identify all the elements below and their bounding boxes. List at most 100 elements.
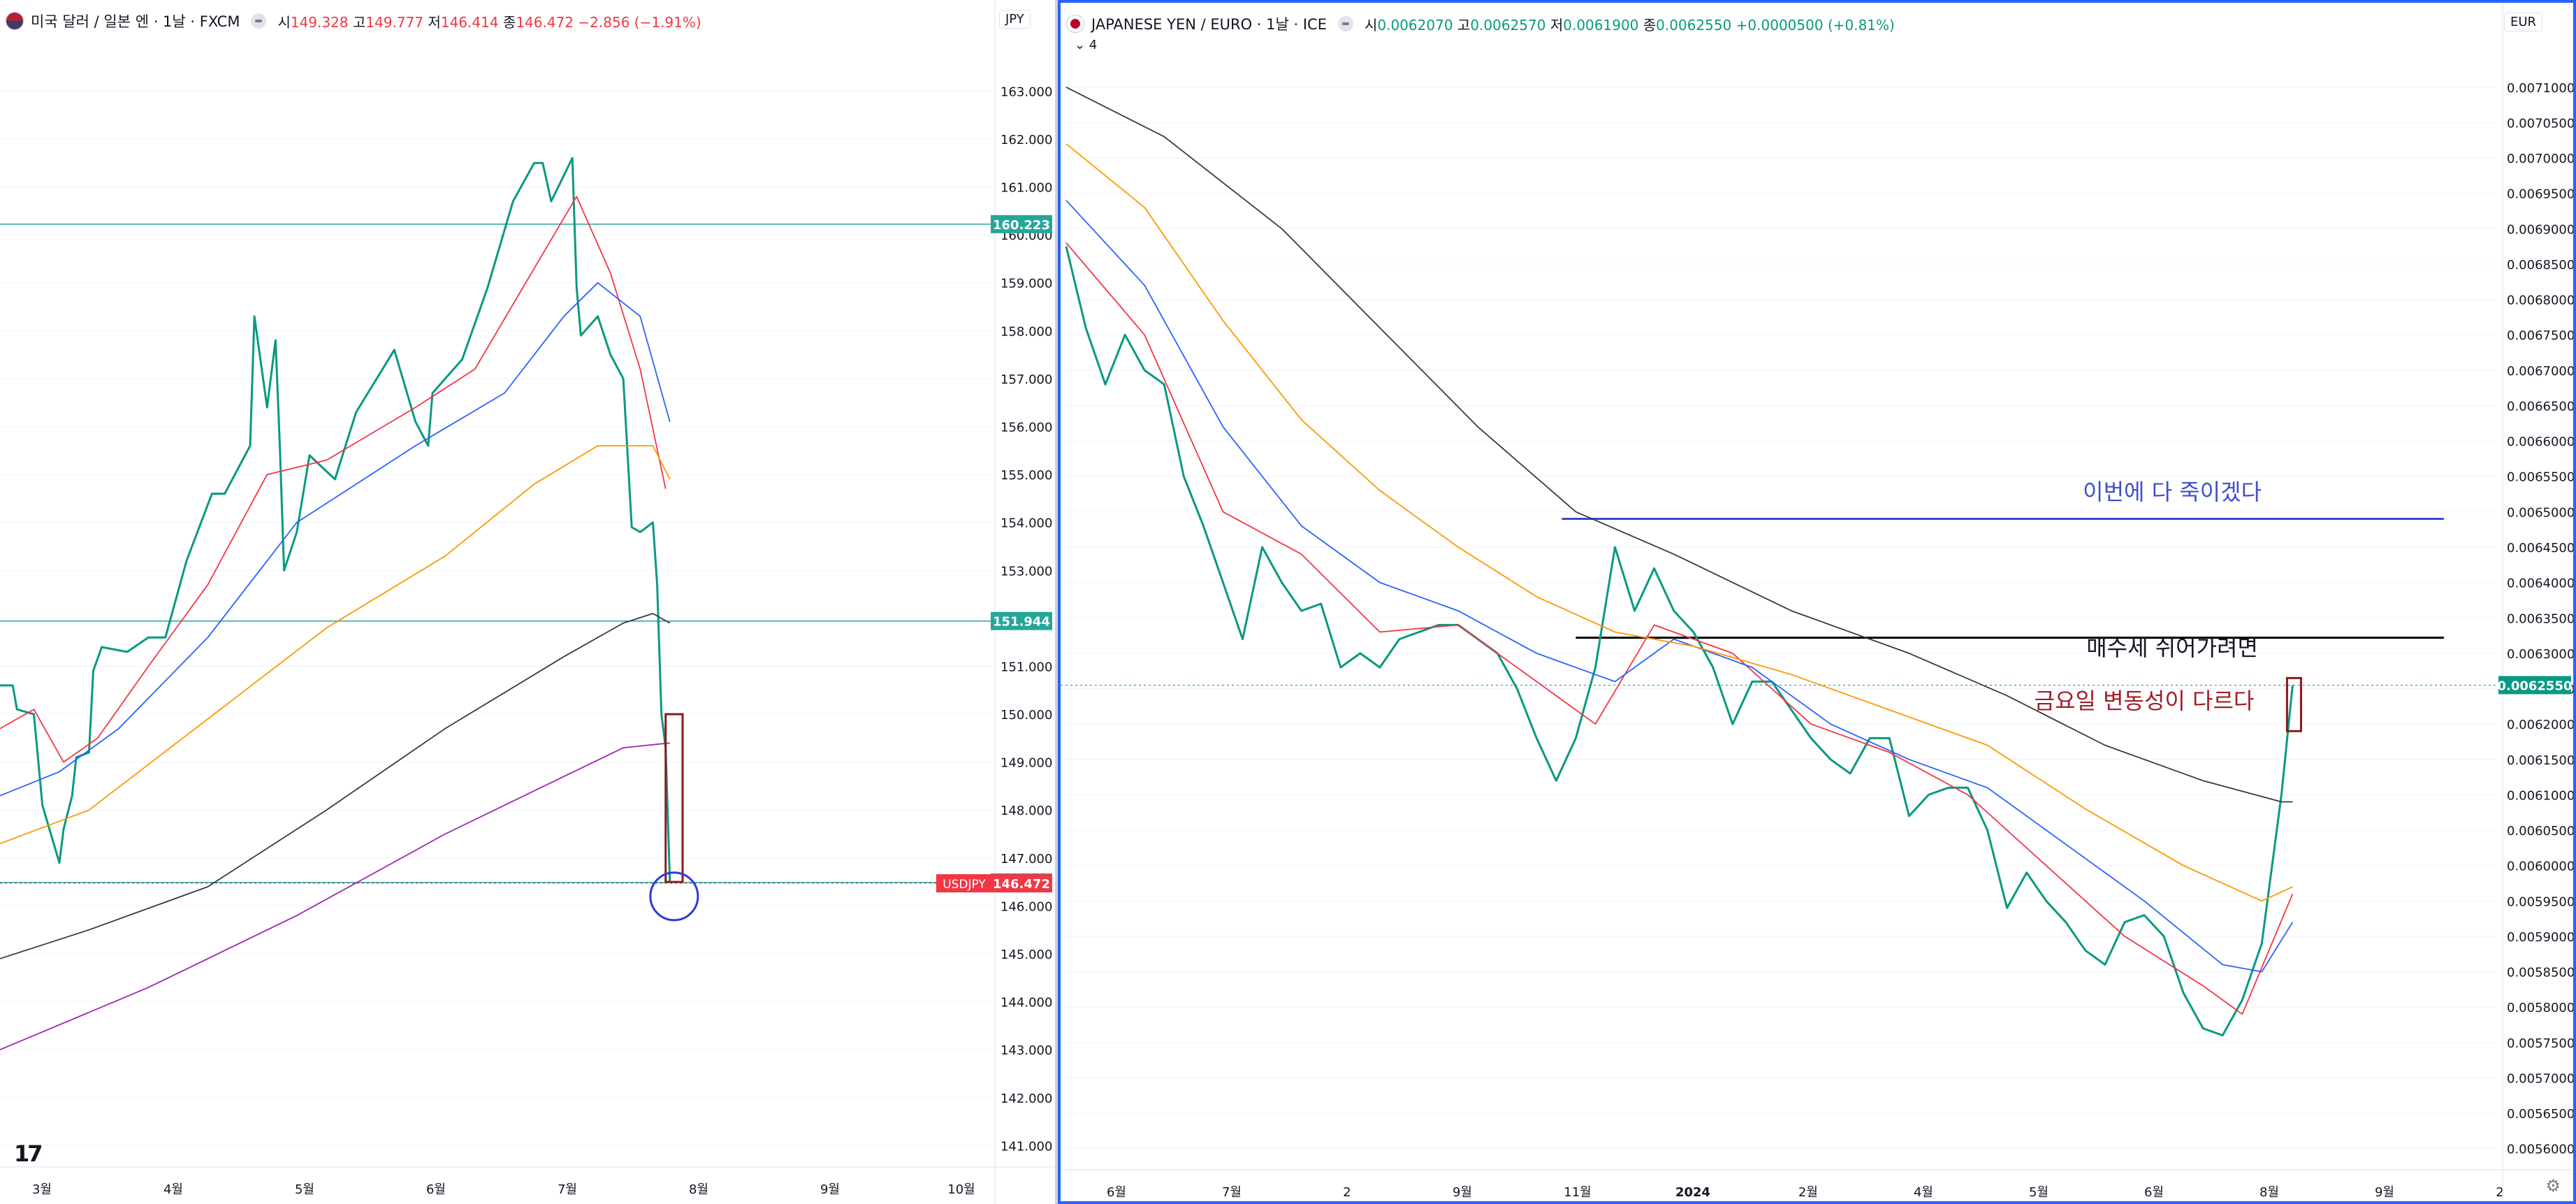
series-line-ma-red — [1065, 242, 2294, 1015]
time-tick-label: 9월 — [820, 1182, 840, 1197]
last-price-label: 0.0062550 — [2497, 679, 2572, 693]
price-tick-label: 0.0065000 — [2507, 505, 2573, 520]
series-line-ma-black — [0, 613, 671, 959]
price-tick-label: 0.0064000 — [2507, 576, 2573, 591]
right-change: +0.0000500 (+0.81%) — [1735, 16, 1895, 34]
price-tick-label: 0.0058500 — [2507, 966, 2573, 980]
series-line-ma-blue — [0, 282, 671, 797]
right-chart-header: JAPANESE YEN / EURO · 1날 · ICE 시0.006207… — [1066, 10, 1895, 38]
price-tick-label: 148.000 — [1000, 804, 1052, 818]
price-tick-label: 0.0063000 — [2507, 647, 2573, 662]
last-price-label: 146.472 — [993, 877, 1050, 892]
symbol-name-label: USDJPY — [943, 878, 986, 892]
time-tick-label: 11월 — [1564, 1185, 1591, 1200]
left-currency-label[interactable]: JPY — [999, 10, 1031, 29]
time-tick-label: 6월 — [1107, 1185, 1126, 1200]
price-tick-label: 0.0068000 — [2507, 293, 2573, 308]
price-tick-label: 153.000 — [1000, 564, 1052, 579]
time-tick-label: 10월 — [947, 1182, 975, 1197]
level-price-label: 151.944 — [993, 615, 1050, 630]
jpyeur-chart-canvas[interactable]: 0.0071000 0.0070500 0.0070000 0.0069500 0.00… — [1061, 3, 2573, 1201]
right-symbol-title[interactable]: JAPANESE YEN / EURO · 1날 · ICE — [1091, 16, 1327, 33]
price-tick-label: 0.0061000 — [2507, 788, 2573, 803]
chart-annotation-text: 매수세 쉬어가려면 — [2086, 634, 2258, 661]
price-tick-label: 145.000 — [1000, 948, 1052, 962]
time-tick-label: 7월 — [558, 1182, 577, 1197]
price-tick-label: 159.000 — [1000, 277, 1052, 291]
jp-flag-icon — [1066, 15, 1084, 33]
price-tick-label: 0.0067500 — [2507, 328, 2573, 343]
price-tick-label: 0.0062000 — [2507, 718, 2573, 732]
price-tick-label: 0.0058000 — [2507, 1001, 2573, 1015]
settings-gear-icon[interactable]: ⚙ — [2545, 1176, 2561, 1196]
time-tick-label: 9월 — [1453, 1185, 1472, 1200]
time-tick-label: 2 — [1343, 1185, 1351, 1200]
time-tick-label: 9월 — [2375, 1185, 2394, 1200]
chart-annotation-text: 금요일 변동성이 다르다 — [2035, 688, 2255, 714]
indicators-toggle[interactable]: ⌄ 4 — [1075, 38, 1098, 52]
time-tick-label: 2024 — [1675, 1185, 1710, 1200]
price-tick-label: 142.000 — [1000, 1091, 1052, 1106]
price-tick-label: 158.000 — [1000, 324, 1052, 339]
price-tick-label: 0.0066000 — [2507, 435, 2573, 449]
price-tick-label: 141.000 — [1000, 1139, 1052, 1154]
tradingview-logo: 17 — [14, 1140, 43, 1167]
time-tick-label: 4월 — [163, 1182, 183, 1197]
price-tick-label: 0.0069000 — [2507, 222, 2573, 237]
price-tick-label: 161.000 — [1000, 180, 1052, 195]
price-tick-label: 0.0057500 — [2507, 1036, 2573, 1051]
level-price-label: 160.223 — [993, 218, 1050, 233]
left-symbol-title[interactable]: 미국 달러 / 일본 엔 · 1날 · FXCM — [31, 13, 240, 30]
price-tick-label: 155.000 — [1000, 468, 1052, 483]
price-tick-label: 147.000 — [1000, 852, 1052, 866]
time-tick-label: 2 — [2496, 1185, 2503, 1200]
price-tick-label: 0.0063500 — [2507, 611, 2573, 626]
pane-divider[interactable] — [1055, 0, 1058, 1204]
time-tick-label: 4월 — [1914, 1185, 1933, 1200]
left-change: −2.856 (−1.91%) — [578, 13, 701, 31]
time-tick-label: 8월 — [2260, 1185, 2279, 1200]
left-ohlc: 시149.328 고149.777 저146.414 종146.472 −2.8… — [277, 13, 701, 31]
price-tick-label: 156.000 — [1000, 420, 1052, 435]
price-tick-label: 149.000 — [1000, 756, 1052, 771]
time-tick-label: 8월 — [689, 1182, 708, 1197]
series-line-ma-orange — [1065, 143, 2293, 902]
price-tick-label: 0.0064500 — [2507, 541, 2573, 556]
time-tick-label: 6월 — [2144, 1185, 2164, 1200]
highlight-box — [664, 713, 684, 883]
price-tick-label: 0.0070000 — [2507, 152, 2573, 166]
price-tick-label: 0.0060500 — [2507, 824, 2573, 839]
us-flag-icon — [6, 12, 24, 30]
series-line-close — [1065, 246, 2294, 1037]
price-tick-label: 146.000 — [1000, 899, 1052, 914]
time-tick-label: 5월 — [2029, 1185, 2049, 1200]
time-tick-label: 7월 — [1222, 1185, 1242, 1200]
price-tick-label: 0.0056500 — [2507, 1107, 2573, 1122]
usdjpy-chart-canvas[interactable]: 163.000162.000161.000160.000159.000158.0… — [0, 0, 1055, 1204]
time-tick-label: 2월 — [1798, 1185, 1818, 1200]
price-tick-label: 151.000 — [1000, 660, 1052, 674]
right-ohlc: 시0.0062070 고0.0062570 저0.0061900 종0.0062… — [1364, 16, 1895, 34]
price-tick-label: 0.0069500 — [2507, 187, 2573, 202]
visibility-toggle-icon[interactable] — [1337, 16, 1353, 31]
price-tick-label: 163.000 — [1000, 85, 1052, 99]
visibility-toggle-icon[interactable] — [251, 13, 267, 29]
price-tick-label: 0.0066500 — [2507, 399, 2573, 414]
price-tick-label: 0.0056000 — [2507, 1143, 2573, 1157]
series-line-ma-red — [0, 196, 667, 763]
right-chart-pane[interactable]: 0.0071000 0.0070500 0.0070000 0.0069500 0.00… — [1058, 0, 2576, 1204]
price-tick-label: 0.0061500 — [2507, 753, 2573, 768]
level-price-tag — [991, 611, 1052, 630]
last-price-tag — [2498, 676, 2571, 695]
highlight-box — [2285, 676, 2302, 732]
price-tick-label: 143.000 — [1000, 1043, 1052, 1058]
left-chart-pane[interactable]: 163.000 162.000 161.000 160.000 159.000 158.0… — [0, 0, 1055, 1204]
symbol-name-tag — [936, 874, 992, 893]
time-tick-label: 6월 — [426, 1182, 446, 1197]
series-line-ma-black — [1065, 86, 2293, 803]
price-tick-label: 0.0059500 — [2507, 894, 2573, 909]
right-currency-label[interactable]: EUR — [2504, 13, 2543, 31]
price-tick-label: 150.000 — [1000, 708, 1052, 723]
price-tick-label: 0.0068500 — [2507, 258, 2573, 273]
